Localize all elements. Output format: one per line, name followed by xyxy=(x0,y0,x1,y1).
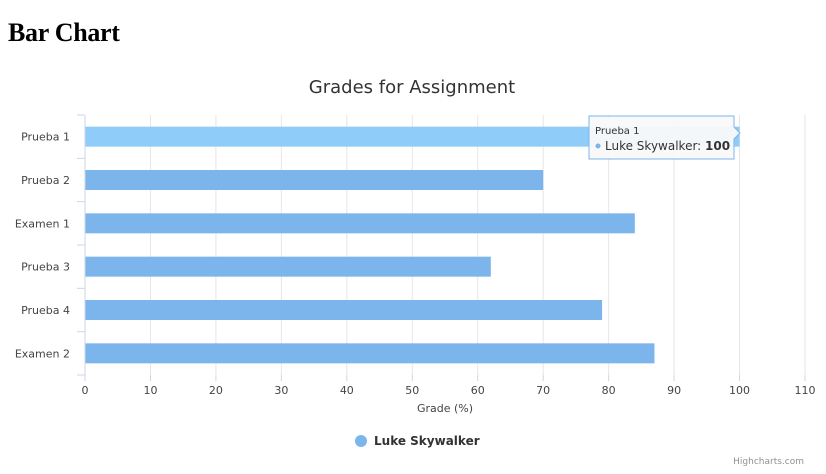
x-tick-label: 110 xyxy=(795,384,816,397)
tooltip-series-name: Luke Skywalker xyxy=(605,139,697,153)
x-axis-title: Grade (%) xyxy=(417,402,473,415)
bar[interactable] xyxy=(85,343,655,364)
bar[interactable] xyxy=(85,213,635,234)
x-tick-label: 40 xyxy=(340,384,354,397)
tooltip-separator: : xyxy=(697,139,705,153)
tooltip-category: Prueba 1 xyxy=(595,126,639,137)
tooltip: Prueba 1 Luke Skywalker: 100 xyxy=(588,115,741,160)
chart-title: Grades for Assignment xyxy=(309,77,515,98)
category-label: Prueba 1 xyxy=(21,131,70,144)
credits-link[interactable]: Highcharts.com xyxy=(733,457,804,467)
bar[interactable] xyxy=(85,300,603,320)
legend[interactable]: Luke Skywalker xyxy=(355,434,480,448)
bars xyxy=(85,126,740,364)
category-label: Prueba 4 xyxy=(21,304,70,317)
x-tick-label: 70 xyxy=(536,384,550,397)
x-tick-label: 30 xyxy=(274,384,288,397)
category-label: Examen 1 xyxy=(15,217,70,230)
tooltip-value: 100 xyxy=(705,139,730,153)
bar[interactable] xyxy=(85,256,491,277)
category-label: Examen 2 xyxy=(15,347,70,360)
x-tick-label: 90 xyxy=(667,384,681,397)
x-tick-label: 80 xyxy=(602,384,616,397)
bar[interactable] xyxy=(85,126,740,147)
legend-marker[interactable] xyxy=(355,435,367,447)
bar[interactable] xyxy=(85,170,544,190)
category-label: Prueba 2 xyxy=(21,174,70,187)
tooltip-series-marker xyxy=(595,143,601,149)
x-tick-label: 20 xyxy=(209,384,223,397)
page-heading: Bar Chart xyxy=(8,18,120,47)
x-tick-label: 50 xyxy=(405,384,419,397)
category-label: Prueba 3 xyxy=(21,261,70,274)
x-tick-label: 100 xyxy=(729,384,750,397)
x-tick-label: 0 xyxy=(82,384,89,397)
x-tick-label: 10 xyxy=(143,384,157,397)
tooltip-line: Luke Skywalker: 100 xyxy=(605,139,730,153)
x-tick-label: 60 xyxy=(471,384,485,397)
tooltip-box xyxy=(588,115,741,160)
legend-item-label[interactable]: Luke Skywalker xyxy=(374,434,480,448)
